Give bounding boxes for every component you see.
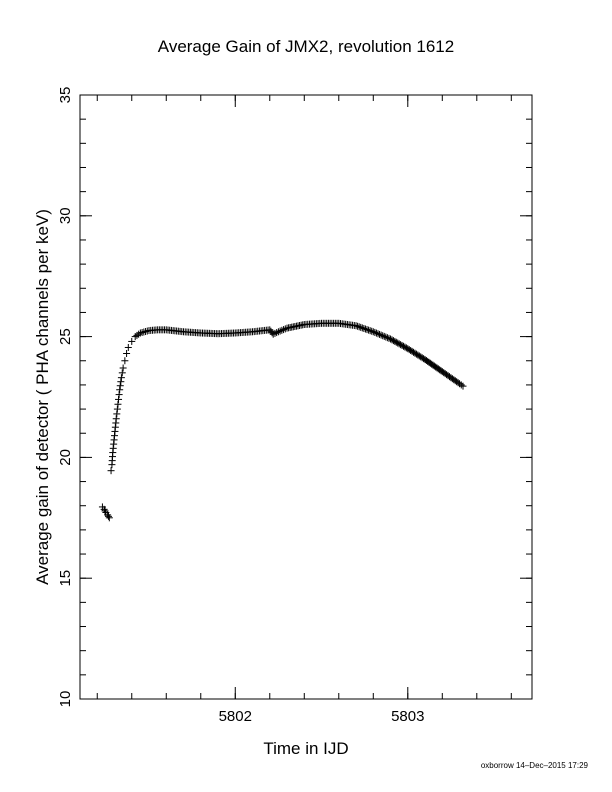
data-point-2: [101, 507, 109, 515]
data-point-20: [113, 410, 121, 418]
data-point-238: [459, 382, 467, 390]
data-point-179: [374, 330, 382, 338]
data-point-171: [361, 325, 369, 333]
data-point-183: [380, 332, 388, 340]
data-point-5: [104, 512, 112, 520]
data-point-194: [397, 341, 405, 349]
data-point-21: [113, 405, 121, 413]
data-point-23: [115, 395, 123, 403]
data-point-32: [123, 350, 131, 358]
data-point-177: [371, 328, 379, 336]
y-tick-label-1: 15: [57, 570, 74, 587]
x-tick-label-0: 5802: [219, 708, 252, 725]
data-point-190: [391, 337, 399, 345]
data-point-173: [365, 326, 373, 334]
data-point-26: [116, 382, 124, 390]
footer-credit: oxborrow 14–Dec–2015 17:29: [481, 761, 589, 770]
data-point-33: [124, 343, 132, 351]
y-tick-label-3: 25: [57, 328, 74, 345]
data-point-172: [363, 326, 371, 334]
data-point-186: [385, 334, 393, 342]
y-tick-label-5: 35: [57, 87, 74, 104]
data-point-169: [358, 324, 366, 332]
data-point-118: [273, 329, 281, 337]
data-point-185: [383, 334, 391, 342]
x-axis-label: Time in IJD: [263, 739, 348, 758]
data-point-195: [398, 341, 406, 349]
data-point-19: [112, 415, 120, 423]
data-point-184: [382, 333, 390, 341]
data-point-4: [104, 511, 112, 519]
data-point-175: [368, 327, 376, 335]
data-point-191: [392, 338, 400, 346]
data-point-121: [278, 326, 286, 334]
data-point-27: [117, 378, 125, 386]
data-point-205: [412, 350, 420, 358]
data-point-182: [379, 332, 387, 340]
data-point-29: [118, 369, 126, 377]
tick-labels: 5802 5803 10 15 20 25 30 35: [57, 87, 424, 725]
y-tick-label-2: 20: [57, 449, 74, 466]
data-point-34: [128, 337, 136, 345]
data-point-202: [408, 347, 416, 355]
y-tick-label-0: 10: [57, 691, 74, 708]
data-point-237: [457, 381, 465, 389]
data-point-197: [401, 343, 409, 351]
data-point-178: [372, 329, 380, 337]
data-point-31: [121, 357, 129, 365]
data-point-189: [389, 337, 397, 345]
data-point-188: [388, 336, 396, 344]
data-point-168: [357, 323, 365, 331]
data-point-116: [269, 330, 277, 338]
data-point-209: [418, 354, 426, 362]
data-point-176: [369, 328, 377, 336]
data-point-28: [117, 374, 125, 382]
data-point-7: [107, 467, 115, 475]
data-point-187: [387, 335, 395, 343]
data-point-6: [105, 514, 113, 522]
data-point-24: [115, 391, 123, 399]
data-point-180: [376, 330, 384, 338]
data-point-204: [411, 349, 419, 357]
data-point-181: [377, 331, 385, 339]
data-point-1: [100, 505, 108, 513]
axis-ticks: [80, 94, 532, 700]
data-point-117: [271, 329, 279, 337]
data-point-174: [366, 327, 374, 335]
data-point-199: [404, 345, 412, 353]
plot-frame: [79, 94, 533, 700]
data-point-166: [354, 322, 362, 330]
y-axis-label: Average gain of detector ( PHA channels …: [33, 209, 52, 585]
data-point-123: [281, 325, 289, 333]
chart-title: Average Gain of JMX2, revolution 1612: [158, 37, 454, 56]
data-point-192: [394, 339, 402, 347]
data-point-198: [402, 344, 410, 352]
data-point-207: [415, 352, 423, 360]
data-point-37: [135, 330, 143, 338]
data-point-122: [280, 326, 288, 334]
data-point-170: [360, 324, 368, 332]
data-point-30: [119, 364, 127, 372]
data-point-22: [114, 400, 122, 408]
data-point-167: [355, 323, 363, 331]
y-tick-label-4: 30: [57, 207, 74, 224]
data-point-119: [274, 328, 282, 336]
data-point-200: [405, 346, 413, 354]
x-tick-label-1: 5803: [391, 708, 424, 725]
data-point-196: [399, 342, 407, 350]
data-point-201: [407, 346, 415, 354]
data-point-165: [352, 322, 360, 330]
data-point-206: [414, 351, 422, 359]
data-markers: [98, 319, 467, 522]
data-point-193: [395, 340, 403, 348]
data-point-208: [417, 353, 425, 361]
data-point-120: [276, 327, 284, 335]
data-point-25: [116, 386, 124, 394]
data-point-203: [410, 348, 418, 356]
